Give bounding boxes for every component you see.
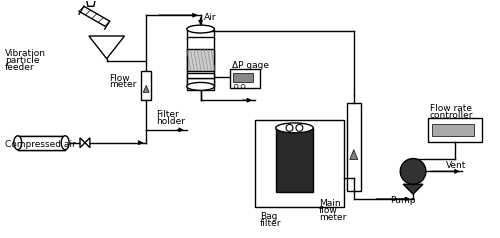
Text: Flow rate: Flow rate: [430, 104, 472, 113]
Bar: [276, 128, 314, 192]
Bar: [142, 71, 151, 100]
Text: Filter: Filter: [156, 110, 179, 119]
Text: Bag: Bag: [260, 212, 278, 221]
Ellipse shape: [276, 123, 314, 133]
Bar: [186, 37, 214, 86]
Bar: [186, 29, 214, 39]
Text: meter: meter: [108, 80, 136, 89]
Polygon shape: [403, 184, 423, 194]
Text: Air: Air: [204, 13, 216, 22]
Ellipse shape: [14, 136, 22, 150]
Text: Flow: Flow: [108, 74, 130, 83]
Bar: [186, 73, 214, 79]
Text: filter: filter: [260, 219, 281, 228]
Text: Main: Main: [319, 199, 341, 208]
Text: holder: holder: [156, 117, 185, 126]
Ellipse shape: [61, 136, 69, 150]
Polygon shape: [350, 150, 358, 159]
Bar: [255, 120, 344, 207]
Text: Vibration: Vibration: [5, 49, 46, 58]
Text: ΔP gage: ΔP gage: [232, 61, 269, 70]
Ellipse shape: [186, 25, 214, 33]
Bar: [233, 73, 253, 82]
Polygon shape: [144, 85, 149, 92]
Text: Compressed air: Compressed air: [5, 140, 76, 149]
Bar: [186, 49, 214, 71]
Text: meter: meter: [319, 213, 346, 222]
Circle shape: [400, 159, 426, 184]
Text: controller: controller: [430, 111, 474, 120]
Ellipse shape: [186, 82, 214, 90]
Bar: [347, 103, 360, 191]
Bar: [230, 69, 260, 88]
Bar: [186, 79, 214, 90]
Text: particle: particle: [5, 56, 40, 65]
Text: feeder: feeder: [5, 63, 34, 72]
Bar: [18, 136, 65, 150]
Text: Pump: Pump: [390, 196, 416, 205]
Text: flow: flow: [319, 206, 338, 215]
Bar: [18, 136, 65, 150]
Bar: [428, 118, 482, 142]
Text: Vent: Vent: [446, 162, 466, 170]
Bar: [432, 124, 474, 136]
